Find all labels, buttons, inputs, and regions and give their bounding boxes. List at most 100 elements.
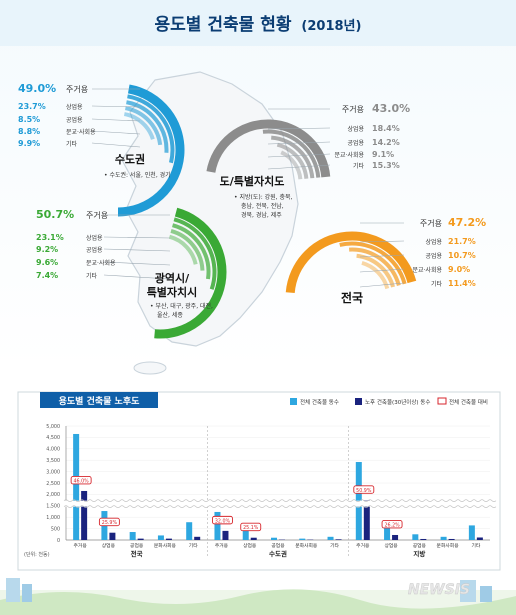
ring-sub-arc: [123, 112, 155, 140]
x-category-label: 기타: [471, 542, 480, 549]
leader-line: [91, 130, 141, 135]
y-tick-label: 500: [51, 526, 60, 532]
bar-total: [129, 532, 136, 540]
region-national: 47.2% 주거용 21.7% 상업용 10.7% 공업용 9.0% 문교·사회용 11.4% 기…: [285, 216, 486, 294]
ratio-label-box: [98, 517, 120, 527]
region-label: 문교·사회용: [412, 266, 442, 274]
region-label: 상업용: [425, 238, 442, 246]
ratio-label: 46.0%: [74, 478, 90, 484]
provinces-note-3: 경북, 경남, 제주: [241, 211, 282, 219]
ring-main-arc: [154, 207, 227, 339]
region-value: 50.7%: [36, 208, 74, 221]
ring-sub-arc: [280, 150, 303, 180]
bar-total: [157, 535, 164, 540]
region-value: 9.0%: [448, 265, 470, 274]
ratio-label-box: [70, 476, 92, 485]
capital-note: • 수도권: 서울, 인천, 경기: [104, 171, 171, 179]
ring-sub-arc: [361, 260, 390, 290]
ring-sub-arc: [173, 217, 217, 290]
ring-sub-arc: [126, 100, 169, 153]
y-tick-label: 2,500: [46, 481, 60, 487]
bar-total: [327, 536, 334, 540]
metro-name-2: 특별자치시: [147, 285, 198, 299]
region-value: 49.0%: [18, 82, 56, 95]
ratio-label-box: [353, 485, 375, 494]
leader-line: [359, 282, 405, 288]
national-name: 전국: [341, 290, 363, 305]
region-label: 주거용: [342, 105, 364, 114]
region-label: 공업용: [86, 246, 103, 254]
region-label: 상업용: [347, 125, 364, 133]
ring-sub-arc: [339, 241, 407, 285]
leader-line: [91, 118, 141, 122]
leader-line: [103, 274, 171, 280]
provinces-name: 도/특별자치도: [220, 174, 285, 188]
x-group-label: 전국: [131, 549, 143, 558]
leader-line: [91, 105, 141, 108]
metro-note-2: 울산, 세종: [157, 311, 183, 319]
y-tick-label: 5,000: [46, 424, 60, 430]
y-tick-label: 1,000: [46, 515, 60, 521]
region-value: 9.9%: [18, 139, 40, 148]
x-category-label: 주거용: [215, 542, 229, 549]
region-value: 47.2%: [448, 216, 486, 229]
y-tick-label: 2,000: [46, 492, 60, 498]
region-value: 43.0%: [372, 102, 410, 115]
x-category-label: 주거용: [356, 542, 370, 549]
region-value: 9.2%: [36, 245, 58, 254]
y-tick-label: 4,000: [46, 447, 60, 453]
legend-old: 노후 건축물(30년이상) 동수: [365, 398, 430, 406]
chart-area: 5,000 4,500 4,000 3,500 3,000 2,500 2,000 1,500…: [46, 424, 497, 558]
skyline-decoration: NEWSIS: [0, 578, 516, 615]
leader-line: [267, 164, 331, 170]
metro-name-1: 광역시/: [155, 271, 190, 285]
region-label: 문교·사회용: [86, 259, 116, 267]
ring-sub-arc: [276, 142, 309, 179]
region-label: 공업용: [66, 116, 83, 124]
aging-chart-panel: 용도별 건축물 노후도 전체 건축물 동수 노후 건축물(30년이상) 동수 전…: [17, 391, 501, 571]
x-category-label: 상업용: [102, 542, 116, 549]
region-value: 15.3%: [372, 161, 400, 170]
region-value: 14.2%: [372, 138, 400, 147]
ring-sub-arc: [170, 229, 205, 271]
axis-break-line: [63, 505, 497, 508]
ratio-label: 32.0%: [215, 518, 231, 524]
leader-line: [359, 240, 405, 243]
ring-sub-arc: [168, 234, 198, 265]
legend-total: 전체 건축물 동수: [300, 398, 339, 406]
region-capital: 49.0% 주거용 23.7% 상업용 8.5% 공업용 8.8% 문교·사회용 9.9% 기타: [18, 82, 185, 217]
page-title-year: (2018년): [301, 19, 361, 34]
region-label: 기타: [86, 272, 98, 280]
ratio-label-box: [381, 520, 403, 529]
region-label: 공업용: [347, 139, 364, 147]
leader-line: [103, 236, 171, 239]
ratio-label-box: [212, 515, 233, 525]
region-label: 문교·사회용: [334, 151, 364, 159]
bar-total: [299, 538, 306, 540]
leader-line: [103, 261, 171, 266]
ring-sub-arc: [271, 135, 315, 179]
region-label: 주거용: [420, 219, 442, 228]
y-tick-label: 3,500: [46, 458, 60, 464]
bar-total: [468, 525, 475, 540]
region-value: 8.5%: [18, 115, 40, 124]
region-value: 9.1%: [372, 150, 394, 159]
title-bar: [0, 0, 516, 46]
newsis-watermark: NEWSIS: [408, 582, 470, 598]
leader-line: [267, 127, 331, 130]
svg-text:용도별 건축물 현황 (2018년): 용도별 건축물 현황 (2018년): [155, 15, 362, 35]
x-category-label: 공업용: [130, 542, 144, 549]
x-category-label: 상업용: [243, 542, 257, 549]
region-value: 23.7%: [18, 102, 46, 111]
x-category-label: 문화사회용: [295, 542, 318, 549]
x-category-label: 공업용: [271, 542, 285, 549]
region-value: 8.8%: [18, 127, 40, 136]
region-label: 기타: [431, 280, 443, 288]
x-category-label: 공업용: [413, 542, 427, 549]
x-category-label: 기타: [330, 542, 339, 549]
y-tick-label: 3,000: [46, 469, 60, 475]
ratio-label: 25.1%: [243, 525, 259, 531]
bar-total: [412, 534, 419, 540]
